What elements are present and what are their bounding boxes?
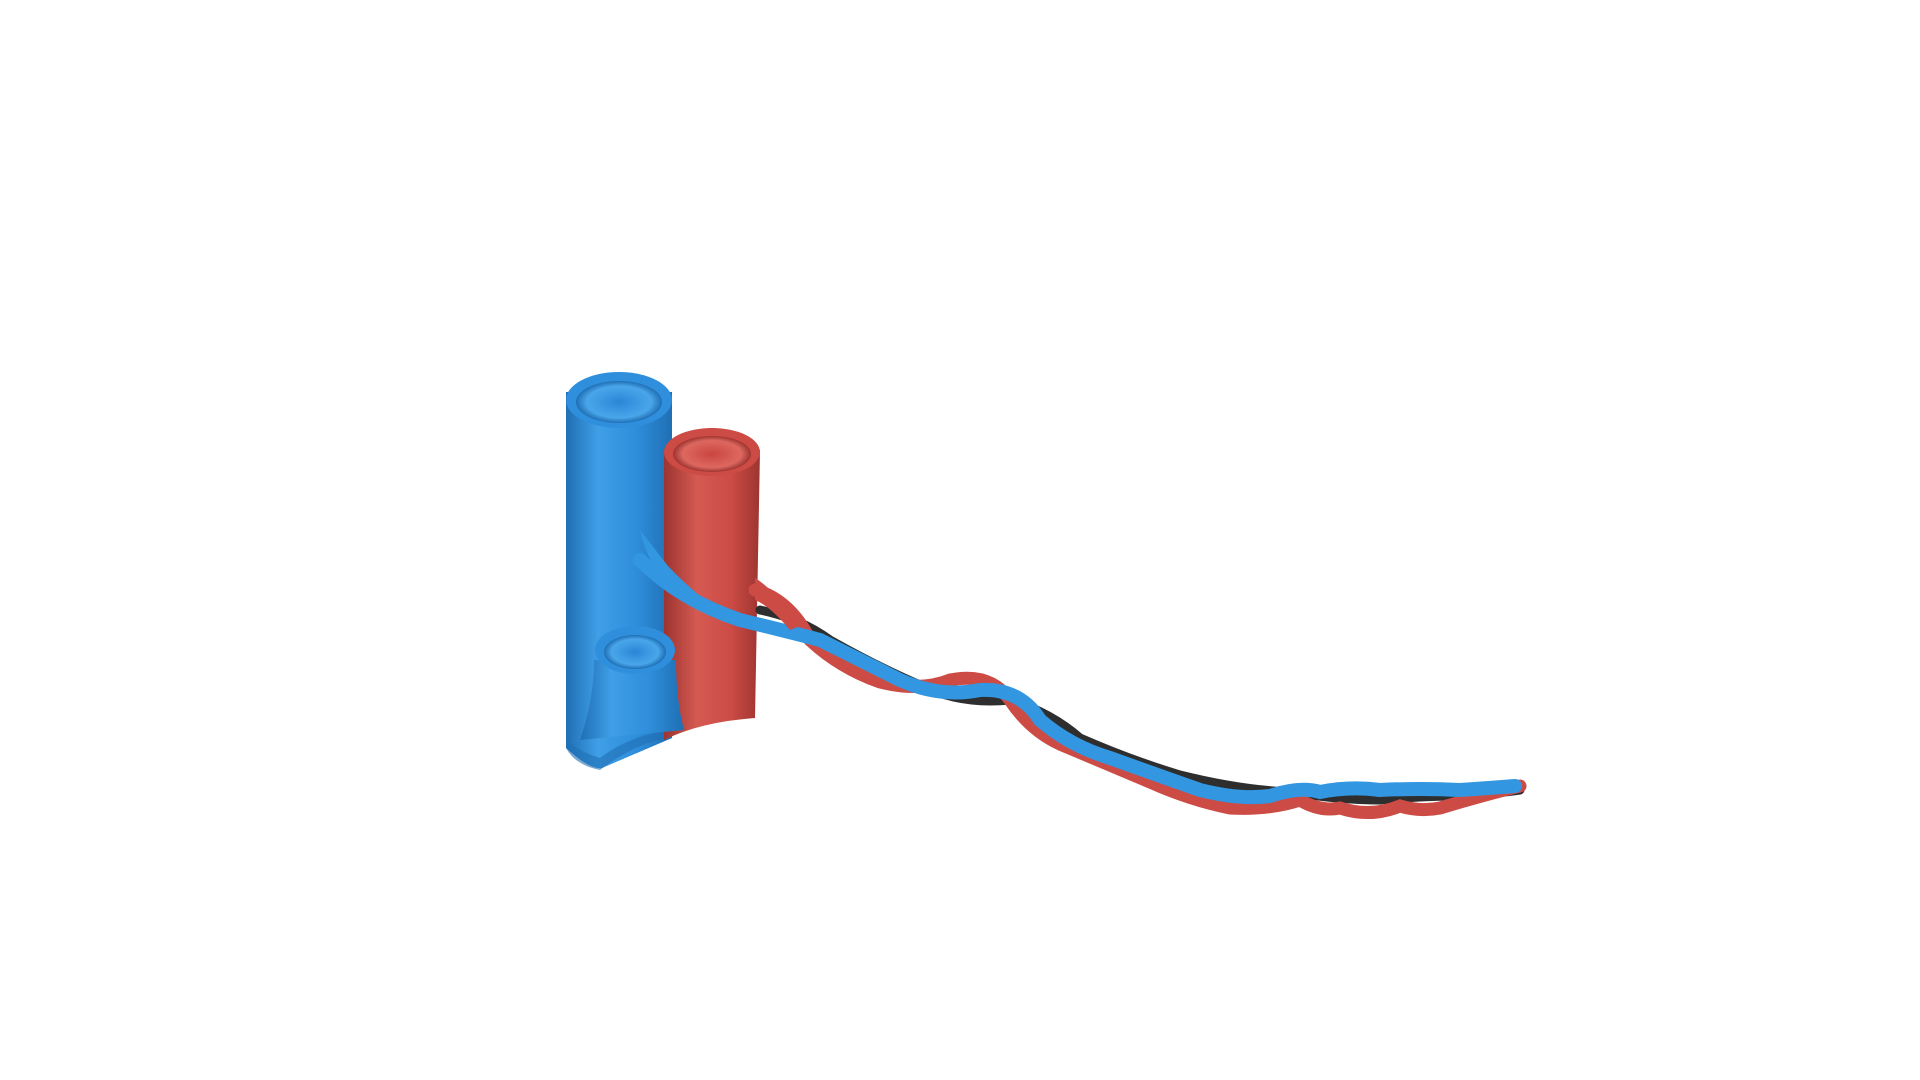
artery-branch	[748, 583, 1527, 819]
artery-trunk	[664, 428, 760, 740]
vein-branch	[633, 553, 1522, 805]
artery-branch-root	[755, 578, 800, 630]
vein-branch-lower	[580, 626, 684, 740]
